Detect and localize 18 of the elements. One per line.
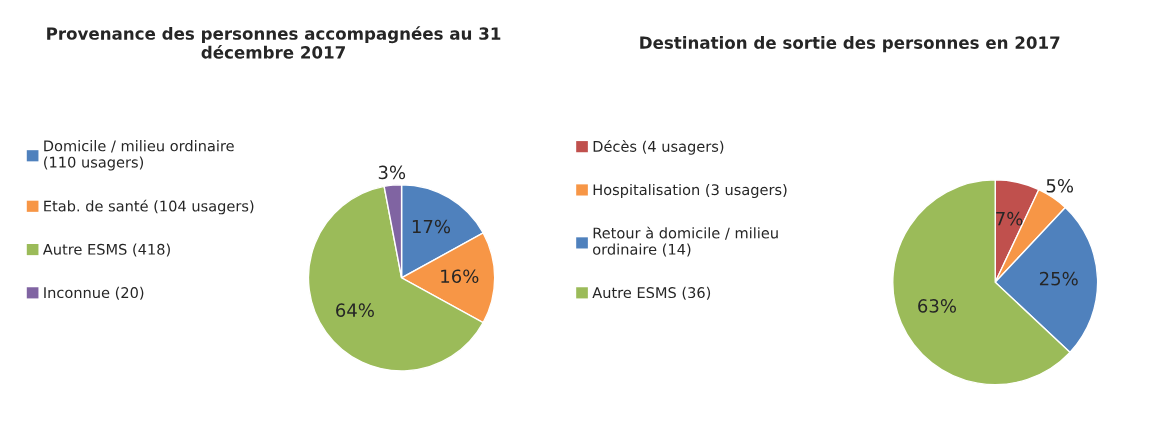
legend-label: Autre ESMS (36) — [592, 286, 711, 300]
data-label: 63% — [918, 299, 956, 313]
data-label: 16% — [441, 269, 479, 284]
legend-label: Décès (4 usagers) — [593, 140, 724, 155]
chart-title: Provenance des personnes accompagnées au 31 décembre 2017 — [47, 26, 501, 59]
legend-label: Inconnue (20) — [44, 286, 144, 300]
legend-label: Autre ESMS (418) — [42, 243, 170, 257]
legend-label: Etab. de santé (104 usagers) — [44, 199, 254, 215]
data-label: 64% — [336, 303, 374, 317]
chart-title: Destination de sortie des personnes en 2017 — [640, 36, 1060, 53]
data-label: 17% — [412, 219, 451, 234]
data-label: 5% — [1046, 178, 1074, 193]
legend-label: Retour à domicile / milieu ordinaire (14) — [593, 226, 778, 257]
data-label: 7% — [996, 211, 1023, 226]
data-label: 3% — [378, 165, 406, 180]
legend-label: Hospitalisation (3 usagers) — [593, 183, 787, 199]
legend-label: Domicile / milieu ordinaire (110 usagers) — [44, 140, 234, 171]
data-label: 25% — [1039, 271, 1078, 286]
